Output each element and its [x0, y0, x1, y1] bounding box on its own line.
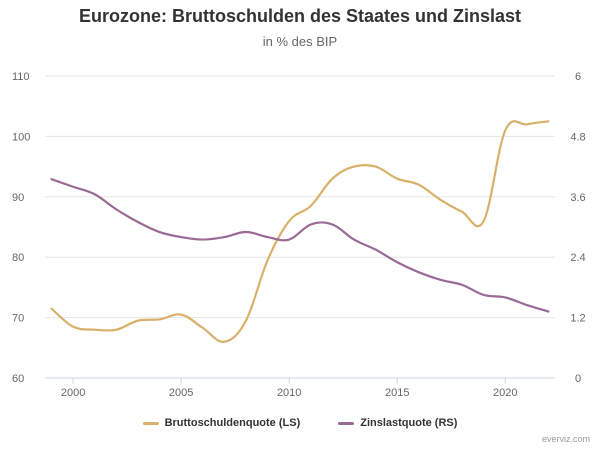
data-point-interest[interactable]: [372, 246, 380, 254]
data-point-debt[interactable]: [47, 305, 55, 313]
data-point-debt[interactable]: [285, 217, 293, 225]
data-point-debt[interactable]: [91, 326, 99, 334]
data-point-debt[interactable]: [156, 315, 164, 323]
data-point-debt[interactable]: [480, 217, 488, 225]
data-point-interest[interactable]: [199, 236, 207, 244]
data-point-interest[interactable]: [264, 233, 272, 241]
data-point-interest[interactable]: [91, 190, 99, 198]
data-point-interest[interactable]: [112, 205, 120, 213]
data-point-interest[interactable]: [242, 228, 250, 236]
data-point-interest[interactable]: [393, 258, 401, 266]
data-point-debt[interactable]: [436, 196, 444, 204]
data-point-debt[interactable]: [350, 163, 358, 171]
data-point-interest[interactable]: [501, 293, 509, 301]
data-point-debt[interactable]: [501, 126, 509, 134]
data-point-debt[interactable]: [307, 202, 315, 210]
data-point-debt[interactable]: [415, 181, 423, 189]
y-right-tick-label: 3.6: [570, 192, 585, 204]
data-point-interest[interactable]: [69, 183, 77, 191]
data-point-debt[interactable]: [199, 324, 207, 332]
y-left-tick-label: 80: [12, 252, 24, 264]
data-point-interest[interactable]: [177, 233, 185, 241]
data-point-debt[interactable]: [393, 175, 401, 183]
data-point-debt[interactable]: [372, 163, 380, 171]
legend: Bruttoschuldenquote (LS) Zinslastquote (…: [0, 417, 600, 429]
data-point-debt[interactable]: [220, 338, 228, 346]
credit-link[interactable]: everviz.com: [541, 434, 590, 444]
axes: 60 0 70 1.2 80 2.4 90 3.6 100 4.8 110 6 2000 2005 2010…: [12, 71, 586, 399]
data-point-debt[interactable]: [328, 175, 336, 183]
data-point-interest[interactable]: [134, 218, 142, 226]
y-right-tick-label: 6: [575, 71, 581, 83]
data-point-debt[interactable]: [177, 311, 185, 319]
y-right-tick-label: 1.2: [570, 313, 585, 325]
data-point-interest[interactable]: [285, 236, 293, 244]
data-point-interest[interactable]: [480, 291, 488, 299]
data-point-debt[interactable]: [134, 317, 142, 325]
data-point-interest[interactable]: [458, 281, 466, 289]
legend-label-interest: Zinslastquote (RS): [360, 417, 458, 429]
y-left-tick-label: 100: [12, 131, 30, 143]
data-point-debt[interactable]: [264, 256, 272, 264]
chart-title: Eurozone: Bruttoschulden des Staates und…: [78, 6, 522, 26]
data-point-interest[interactable]: [545, 308, 553, 316]
legend-label-debt: Bruttoschuldenquote (LS): [164, 417, 301, 429]
y-left-tick-label: 70: [12, 313, 24, 325]
data-point-debt[interactable]: [69, 323, 77, 331]
x-tick-label: 2015: [385, 387, 409, 399]
legend-item-debt[interactable]: Bruttoschuldenquote (LS): [142, 417, 301, 429]
data-point-interest[interactable]: [523, 301, 531, 309]
data-point-debt[interactable]: [523, 120, 531, 128]
data-point-debt[interactable]: [242, 317, 250, 325]
data-point-interest[interactable]: [436, 276, 444, 284]
series-line-interest[interactable]: [50, 178, 550, 313]
data-point-interest[interactable]: [307, 220, 315, 228]
y-right-tick-label: 2.4: [570, 252, 585, 264]
data-point-debt[interactable]: [458, 208, 466, 216]
y-left-tick-label: 60: [12, 373, 24, 385]
y-right-tick-label: 4.8: [570, 131, 585, 143]
y-left-tick-label: 90: [12, 192, 24, 204]
data-point-interest[interactable]: [328, 220, 336, 228]
chart-subtitle: in % des BIP: [262, 34, 338, 49]
data-point-interest[interactable]: [350, 236, 358, 244]
x-tick-label: 2020: [493, 387, 517, 399]
legend-swatch-debt: [142, 421, 159, 425]
x-tick-label: 2010: [277, 387, 301, 399]
legend-swatch-interest: [338, 421, 355, 425]
y-left-tick-label: 110: [12, 71, 30, 83]
data-point-interest[interactable]: [220, 233, 228, 241]
y-right-tick-label: 0: [575, 373, 581, 385]
data-point-debt[interactable]: [112, 326, 120, 334]
data-point-interest[interactable]: [156, 228, 164, 236]
legend-item-interest[interactable]: Zinslastquote (RS): [338, 417, 457, 429]
x-tick-label: 2000: [61, 387, 85, 399]
x-tick-label: 2005: [169, 387, 193, 399]
series-line-debt[interactable]: [50, 120, 550, 343]
series-lines: [47, 117, 553, 346]
data-point-debt[interactable]: [545, 117, 553, 125]
data-point-interest[interactable]: [47, 175, 55, 183]
data-point-interest[interactable]: [415, 268, 423, 276]
